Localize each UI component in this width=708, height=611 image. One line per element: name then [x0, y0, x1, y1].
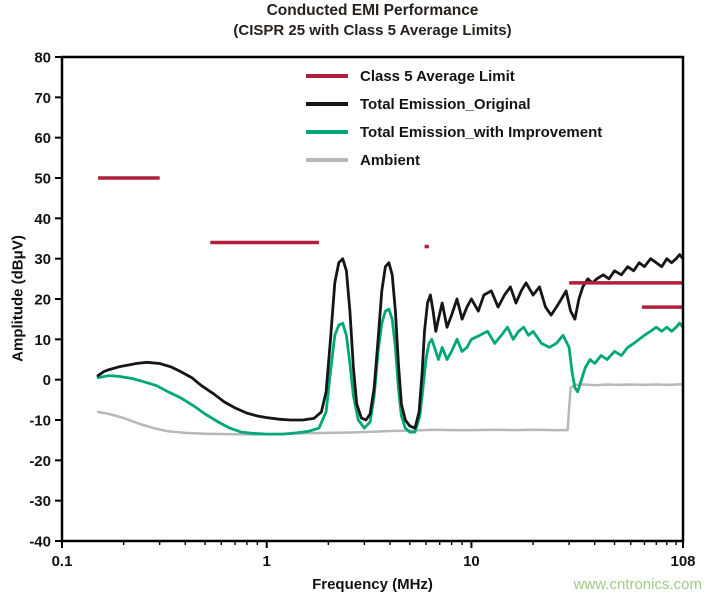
y-tick-label: 40 [34, 211, 51, 228]
legend-item-improved: Total Emission_with Improvement [306, 118, 602, 146]
series-ambient [96, 382, 685, 436]
legend-swatch-limit [306, 74, 348, 78]
x-axis-title: Frequency (MHz) [312, 576, 433, 593]
y-tick-label: -20 [29, 453, 51, 470]
legend-label-limit: Class 5 Average Limit [360, 67, 515, 85]
x-tick-label: 1 [263, 553, 271, 570]
legend-swatch-original [306, 102, 348, 106]
series-improved [96, 307, 685, 436]
plot-frame [60, 55, 685, 543]
y-tick-label: -30 [29, 493, 51, 510]
chart-subtitle: (CISPR 25 with Class 5 Average Limits) [233, 22, 512, 39]
y-tick-label: 20 [34, 292, 51, 309]
y-tick-label: 0 [43, 372, 51, 389]
legend: Class 5 Average Limit Total Emission_Orig… [306, 62, 602, 174]
y-tick-label: 60 [34, 130, 51, 147]
watermark: www.cntronics.com [573, 576, 702, 593]
y-tick-label: -40 [29, 534, 51, 551]
x-tick-label: 0.1 [52, 553, 73, 570]
x-tick-label: 10 [463, 553, 480, 570]
legend-item-original: Total Emission_Original [306, 90, 602, 118]
chart-title-block: Conducted EMI Performance (CISPR 25 with… [62, 1, 683, 41]
legend-label-improved: Total Emission_with Improvement [360, 123, 603, 141]
y-axis-title: Amplitude (dBμV) [9, 235, 27, 362]
y-tick-label: 80 [34, 50, 51, 67]
y-tick-label: 50 [34, 171, 51, 188]
y-tick-label: 30 [34, 251, 51, 268]
y-tick-label: 10 [34, 332, 51, 349]
legend-label-ambient: Ambient [360, 151, 420, 169]
legend-item-ambient: Ambient [306, 146, 602, 174]
legend-swatch-ambient [306, 158, 348, 162]
legend-item-limit: Class 5 Average Limit [306, 62, 602, 90]
chart-title: Conducted EMI Performance [266, 2, 479, 19]
y-tick-label: 70 [34, 90, 51, 107]
legend-label-original: Total Emission_Original [360, 95, 531, 113]
x-tick-label: 108 [670, 553, 695, 570]
y-tick-label: -10 [29, 413, 51, 430]
legend-swatch-improved [306, 130, 348, 134]
